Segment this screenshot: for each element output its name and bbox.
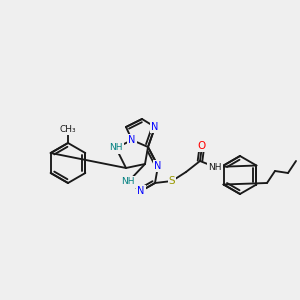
Text: NH: NH bbox=[121, 178, 135, 187]
Text: O: O bbox=[198, 141, 206, 151]
Text: NH: NH bbox=[208, 163, 222, 172]
Text: N: N bbox=[137, 186, 145, 196]
Text: CH₃: CH₃ bbox=[60, 125, 76, 134]
Text: N: N bbox=[154, 161, 162, 171]
Text: S: S bbox=[169, 176, 175, 186]
Text: N: N bbox=[128, 135, 136, 145]
Text: NH: NH bbox=[109, 143, 123, 152]
Text: N: N bbox=[151, 122, 159, 132]
